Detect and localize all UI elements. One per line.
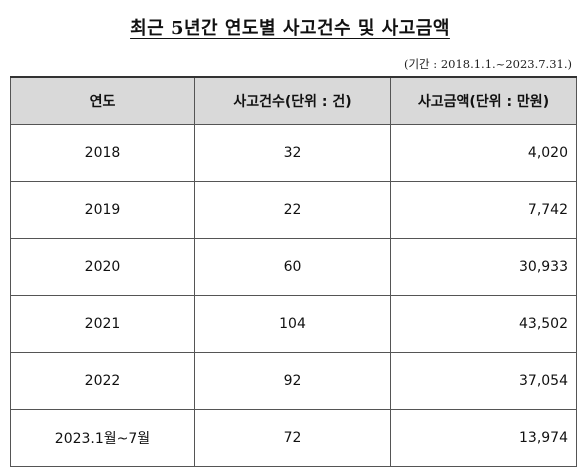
cell-amount: 43,502 xyxy=(390,295,577,353)
header-year: 연도 xyxy=(10,76,195,125)
cell-count: 104 xyxy=(194,295,391,353)
accident-table: 연도 사고건수(단위 : 건) 사고금액(단위 : 만원) 2018 32 4,… xyxy=(10,76,577,467)
cell-amount: 37,054 xyxy=(390,352,577,410)
cell-year: 2022 xyxy=(10,352,195,410)
cell-count: 72 xyxy=(194,409,391,467)
cell-count: 22 xyxy=(194,181,391,239)
table-header-row: 연도 사고건수(단위 : 건) 사고금액(단위 : 만원) xyxy=(10,76,577,125)
document-title-text: 최근 5년간 연도별 사고건수 및 사고금액 xyxy=(130,18,450,39)
table-row: 2019 22 7,742 xyxy=(10,181,577,239)
table-row: 2018 32 4,020 xyxy=(10,124,577,182)
cell-count: 32 xyxy=(194,124,391,182)
table-row: 2023.1월~7월 72 13,974 xyxy=(10,409,577,467)
table-row: 2020 60 30,933 xyxy=(10,238,577,296)
period-note: (기간 : 2018.1.1.~2023.7.31.) xyxy=(403,57,572,71)
cell-year: 2018 xyxy=(10,124,195,182)
cell-count: 60 xyxy=(194,238,391,296)
table-row: 2021 104 43,502 xyxy=(10,295,577,353)
header-amount: 사고금액(단위 : 만원) xyxy=(390,76,577,125)
table-row: 2022 92 37,054 xyxy=(10,352,577,410)
cell-year: 2023.1월~7월 xyxy=(10,409,195,467)
cell-amount: 13,974 xyxy=(390,409,577,467)
cell-amount: 4,020 xyxy=(390,124,577,182)
cell-count: 92 xyxy=(194,352,391,410)
cell-year: 2021 xyxy=(10,295,195,353)
cell-year: 2020 xyxy=(10,238,195,296)
document-title: 최근 5년간 연도별 사고건수 및 사고금액 xyxy=(0,14,580,40)
cell-amount: 7,742 xyxy=(390,181,577,239)
cell-year: 2019 xyxy=(10,181,195,239)
cell-amount: 30,933 xyxy=(390,238,577,296)
header-count: 사고건수(단위 : 건) xyxy=(194,76,391,125)
